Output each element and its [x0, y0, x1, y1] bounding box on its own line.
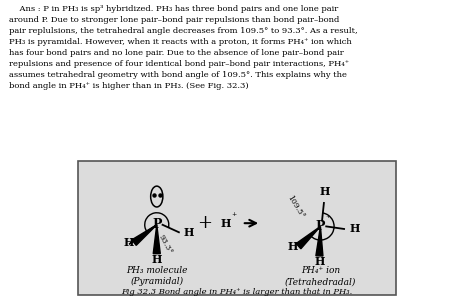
Text: H: H — [314, 256, 325, 267]
Text: Fig 32.3 Bond angle in PH₄⁺ is larger than that in PH₃.: Fig 32.3 Bond angle in PH₄⁺ is larger th… — [121, 288, 353, 296]
Text: +: + — [197, 214, 212, 232]
Text: P: P — [152, 218, 162, 231]
Text: H: H — [220, 218, 231, 229]
Text: ⁺: ⁺ — [231, 212, 237, 222]
Text: H: H — [349, 224, 360, 235]
Text: PH₄⁺ ion: PH₄⁺ ion — [301, 266, 340, 275]
Text: ⁺: ⁺ — [325, 214, 330, 223]
Polygon shape — [296, 226, 320, 249]
Text: 93.3°: 93.3° — [156, 233, 173, 256]
Polygon shape — [132, 225, 157, 245]
Text: P: P — [316, 220, 325, 233]
Text: H: H — [183, 227, 194, 238]
Ellipse shape — [151, 186, 163, 207]
Text: H: H — [288, 241, 298, 252]
Text: H: H — [152, 254, 162, 265]
Text: (Pyramidal): (Pyramidal) — [130, 277, 183, 286]
Text: Ans : P in PH₃ is sp³ hybridized. PH₃ has three bond pairs and one lone pair
aro: Ans : P in PH₃ is sp³ hybridized. PH₃ ha… — [9, 5, 358, 90]
Text: (Tetrahedradal): (Tetrahedradal) — [285, 277, 356, 286]
Text: 109.5°: 109.5° — [285, 194, 306, 220]
Polygon shape — [129, 225, 157, 244]
FancyBboxPatch shape — [78, 160, 396, 296]
Text: H: H — [320, 186, 330, 197]
Text: PH₃ molecule: PH₃ molecule — [126, 266, 188, 275]
Polygon shape — [316, 226, 323, 256]
Text: H: H — [123, 237, 133, 248]
Polygon shape — [153, 225, 160, 254]
